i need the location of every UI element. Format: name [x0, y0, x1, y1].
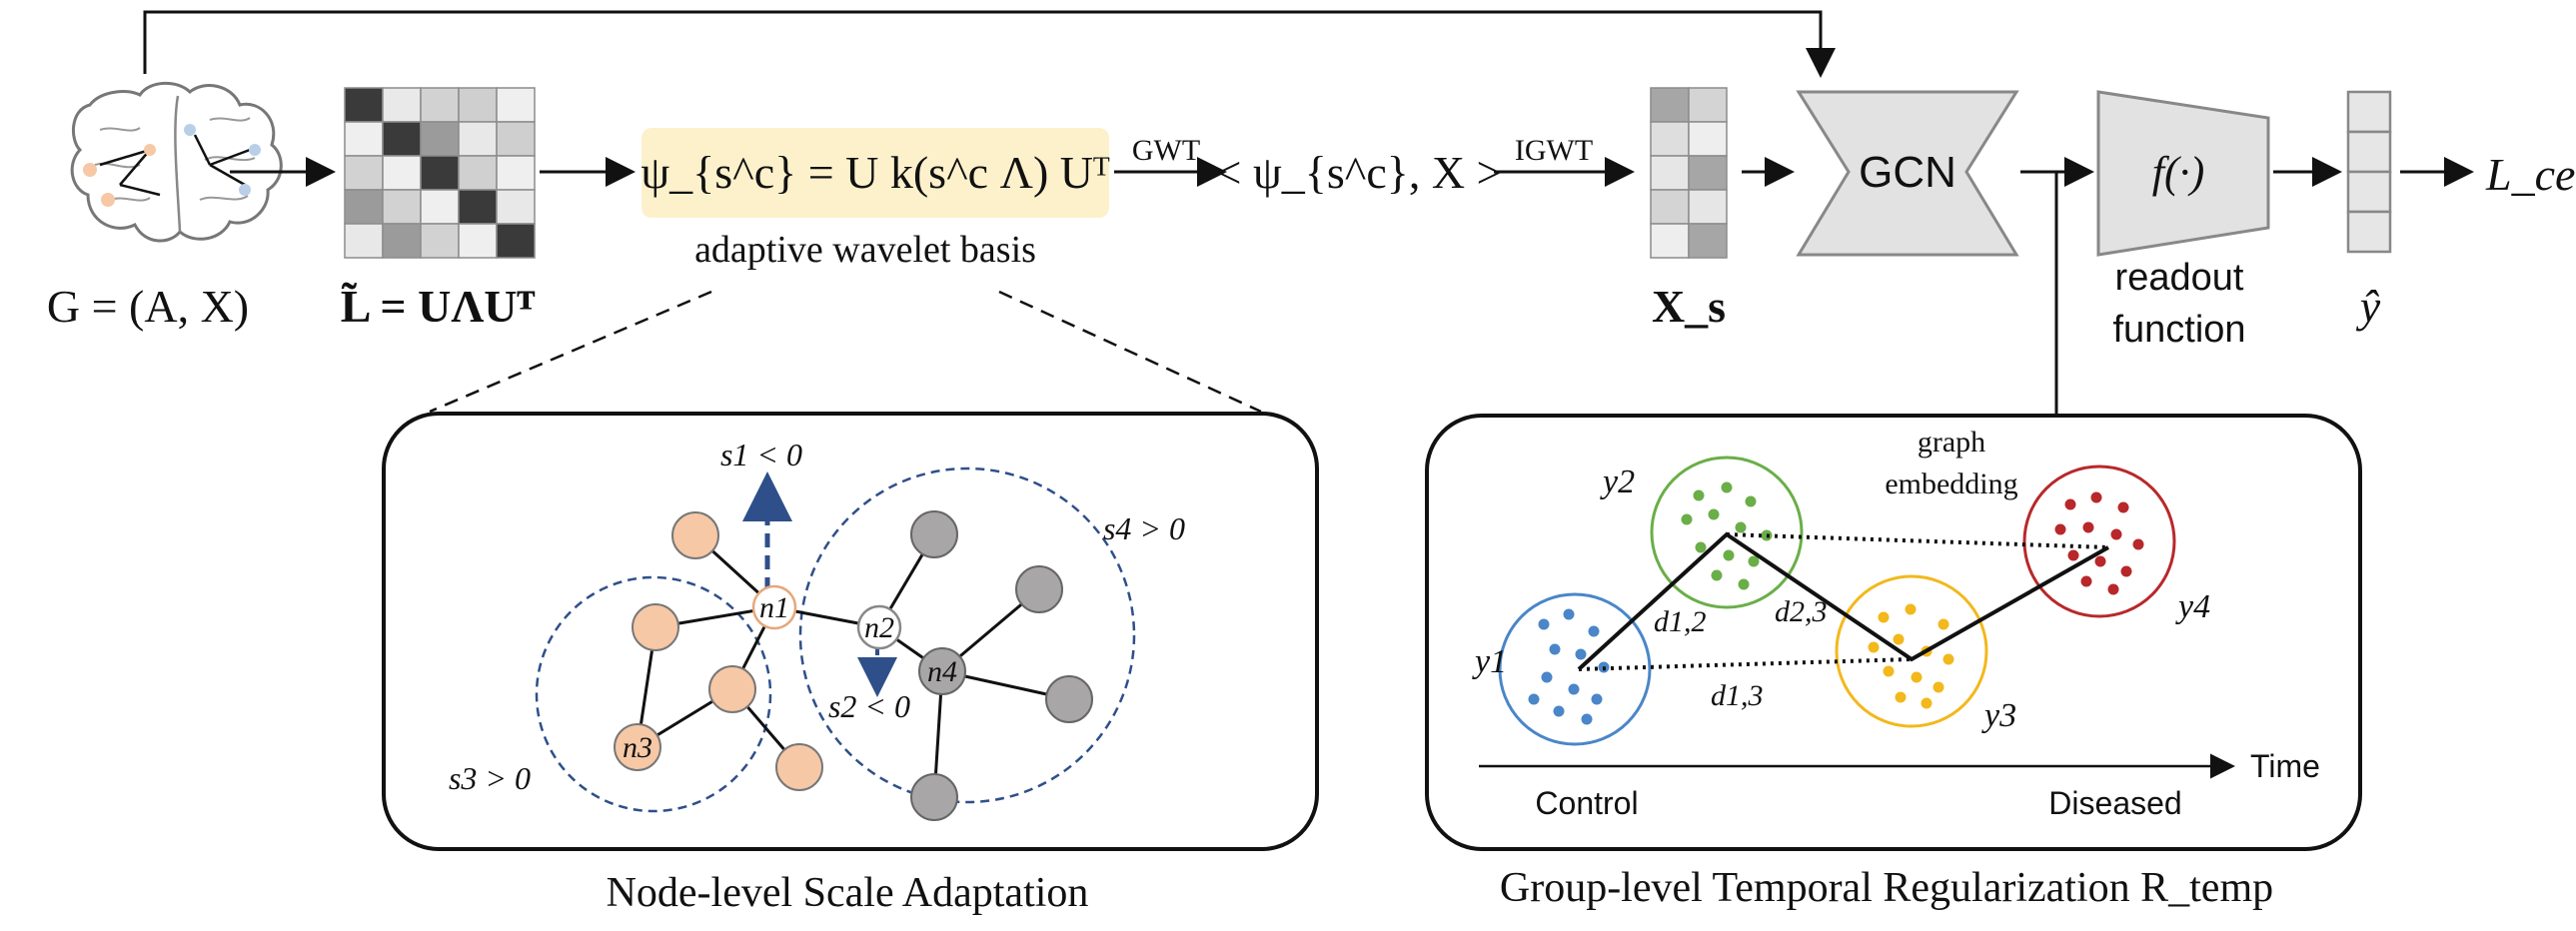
yhat-label: ŷ — [2356, 281, 2381, 332]
scale-label-s4: s4 > 0 — [1103, 510, 1185, 546]
peach-node — [708, 665, 756, 713]
scale-label-s2: s2 < 0 — [828, 688, 910, 724]
temporal-panel-title: Group-level Temporal Regularization R_te… — [1500, 865, 2273, 911]
group-label-y1: y1 — [1472, 643, 1507, 680]
readout-caption-line1: readout — [2115, 257, 2244, 299]
node-n4 — [918, 647, 966, 695]
gwt-label: GWT — [1132, 134, 1200, 167]
gcn-block — [1796, 90, 2019, 257]
temporal-panel-frame — [1425, 414, 2362, 851]
node-n4-label: n4 — [927, 655, 957, 688]
readout-block — [2096, 90, 2270, 257]
skip-connection-arrow — [143, 10, 1836, 78]
distance-label-d13: d1,3 — [1711, 679, 1764, 712]
igwt-label: IGWT — [1515, 134, 1593, 167]
group-dots-y4 — [2054, 491, 2144, 595]
laplacian-label: L̃ = UΛUᵀ — [341, 281, 536, 332]
laplacian-matrix — [344, 87, 536, 259]
scale-label-s3: s3 > 0 — [449, 760, 531, 796]
node-n2 — [856, 604, 902, 650]
wavelet-formula: ψ_{s^c} = U k(s^c Λ) Uᵀ — [641, 147, 1110, 198]
peach-node — [775, 743, 823, 791]
gray-node — [1045, 675, 1093, 723]
input-graph-label: G = (A, X) — [47, 281, 249, 332]
readout-symbol: f(·) — [2152, 148, 2205, 197]
node-n2-label: n2 — [864, 611, 894, 644]
node-n1 — [751, 584, 797, 630]
node-n1-label: n1 — [759, 591, 789, 624]
wavelet-highlight-box — [642, 128, 1109, 218]
node-n3 — [614, 723, 661, 771]
brain-graph-icon — [70, 81, 283, 243]
scale-region-s4 — [798, 466, 1136, 804]
scale-region-s3 — [535, 575, 772, 813]
group-label-y4: y4 — [2175, 588, 2210, 625]
node-panel-title: Node-level Scale Adaptation — [607, 870, 1089, 916]
peach-node — [632, 603, 679, 651]
gray-node — [1015, 565, 1063, 613]
loss-label: L_ce — [2485, 149, 2575, 200]
group-circle-y3 — [1835, 574, 1988, 728]
group-label-y3: y3 — [1981, 697, 2016, 734]
gray-node — [910, 510, 958, 558]
gcn-label: GCN — [1859, 148, 1956, 197]
axis-start-label: Control — [1535, 785, 1638, 821]
axis-end-label: Diseased — [2048, 785, 2181, 821]
peach-node — [671, 511, 719, 559]
xs-label: X_s — [1652, 281, 1726, 332]
zoom-line-right — [998, 290, 1262, 414]
temporal-path — [1577, 531, 2109, 671]
inner-product: < ψ_{s^c}, X > — [1216, 147, 1503, 198]
group-circle-y1 — [1498, 592, 1652, 746]
readout-caption-line2: function — [2112, 309, 2245, 351]
node-n3-label: n3 — [623, 731, 652, 764]
output-vector — [2346, 90, 2392, 254]
distance-label-d12: d1,2 — [1654, 605, 1707, 638]
embedding-label-line2: embedding — [1885, 467, 2017, 500]
group-circle-y4 — [2022, 465, 2176, 618]
group-circle-y2 — [1650, 456, 1804, 609]
embedding-label-line1: graph — [1918, 426, 1985, 459]
time-axis-label: Time — [2250, 748, 2320, 784]
group-label-y2: y2 — [1600, 464, 1635, 500]
zoom-line-left — [429, 290, 712, 414]
gray-node — [910, 773, 958, 821]
xs-matrix — [1650, 87, 1728, 259]
group-dots-y3 — [1868, 603, 1954, 709]
scale-label-s1: s1 < 0 — [720, 437, 802, 472]
wavelet-caption: adaptive wavelet basis — [694, 229, 1036, 271]
distance-label-d23: d2,3 — [1775, 595, 1828, 628]
